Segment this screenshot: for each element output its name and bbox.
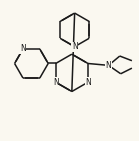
Text: N: N [85,78,91,87]
Text: N: N [20,44,26,53]
Text: N: N [72,42,78,51]
Text: N: N [106,61,111,70]
Text: N: N [53,78,59,87]
